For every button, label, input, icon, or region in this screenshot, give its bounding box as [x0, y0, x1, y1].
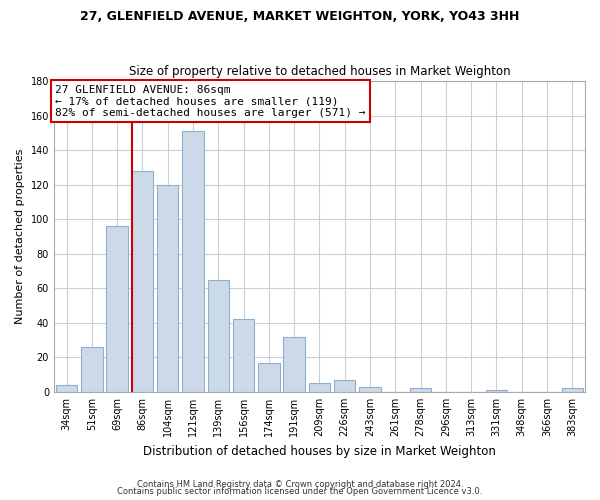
Bar	[562, 388, 583, 392]
Title: Size of property relative to detached houses in Market Weighton: Size of property relative to detached ho…	[128, 66, 510, 78]
Bar	[131, 171, 153, 392]
Text: 27, GLENFIELD AVENUE, MARKET WEIGHTON, YORK, YO43 3HH: 27, GLENFIELD AVENUE, MARKET WEIGHTON, Y…	[80, 10, 520, 23]
Bar	[258, 362, 280, 392]
Bar	[233, 320, 254, 392]
Text: Contains HM Land Registry data © Crown copyright and database right 2024.: Contains HM Land Registry data © Crown c…	[137, 480, 463, 489]
Y-axis label: Number of detached properties: Number of detached properties	[15, 149, 25, 324]
Text: Contains public sector information licensed under the Open Government Licence v3: Contains public sector information licen…	[118, 487, 482, 496]
Bar	[283, 336, 305, 392]
Bar	[359, 386, 381, 392]
Bar	[157, 184, 178, 392]
Bar	[309, 384, 330, 392]
Bar	[182, 131, 204, 392]
Bar	[486, 390, 507, 392]
X-axis label: Distribution of detached houses by size in Market Weighton: Distribution of detached houses by size …	[143, 444, 496, 458]
Bar	[56, 385, 77, 392]
Text: 27 GLENFIELD AVENUE: 86sqm
← 17% of detached houses are smaller (119)
82% of sem: 27 GLENFIELD AVENUE: 86sqm ← 17% of deta…	[55, 84, 365, 117]
Bar	[106, 226, 128, 392]
Bar	[410, 388, 431, 392]
Bar	[81, 347, 103, 392]
Bar	[334, 380, 355, 392]
Bar	[208, 280, 229, 392]
